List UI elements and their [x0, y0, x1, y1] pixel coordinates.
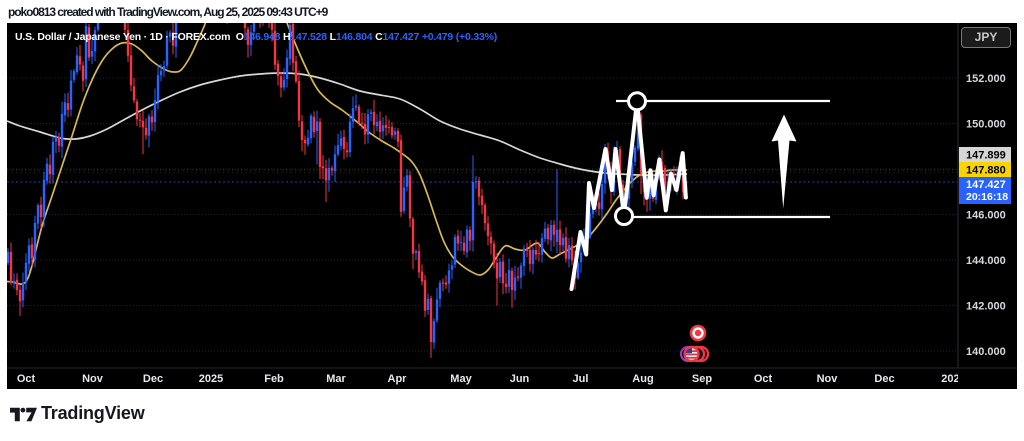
- svg-text:May: May: [450, 373, 472, 385]
- svg-text:147.880: 147.880: [966, 165, 1006, 177]
- svg-text:Apr: Apr: [388, 373, 408, 385]
- svg-text:Jul: Jul: [573, 373, 589, 385]
- svg-text:Nov: Nov: [82, 373, 104, 385]
- svg-text:Nov: Nov: [817, 373, 839, 385]
- svg-text:2026: 2026: [941, 373, 965, 385]
- svg-text:Feb: Feb: [264, 373, 284, 385]
- svg-text:Jun: Jun: [510, 373, 530, 385]
- svg-text:Dec: Dec: [143, 373, 163, 385]
- svg-text:Oct: Oct: [17, 373, 36, 385]
- svg-text:147.899: 147.899: [966, 150, 1006, 162]
- svg-text:140.000: 140.000: [966, 346, 1006, 358]
- svg-text:Sep: Sep: [692, 373, 712, 385]
- svg-text:2025: 2025: [199, 373, 223, 385]
- svg-text:20:16:18: 20:16:18: [966, 191, 1008, 203]
- svg-text:147.427: 147.427: [966, 179, 1006, 191]
- svg-text:146.000: 146.000: [966, 210, 1006, 222]
- svg-text:144.000: 144.000: [966, 255, 1006, 267]
- svg-text:Dec: Dec: [874, 373, 894, 385]
- svg-text:142.000: 142.000: [966, 301, 1006, 313]
- svg-text:Aug: Aug: [632, 373, 653, 385]
- svg-text:150.000: 150.000: [966, 119, 1006, 131]
- svg-text:152.000: 152.000: [966, 73, 1006, 85]
- svg-text:Oct: Oct: [754, 373, 773, 385]
- svg-text:Mar: Mar: [326, 373, 346, 385]
